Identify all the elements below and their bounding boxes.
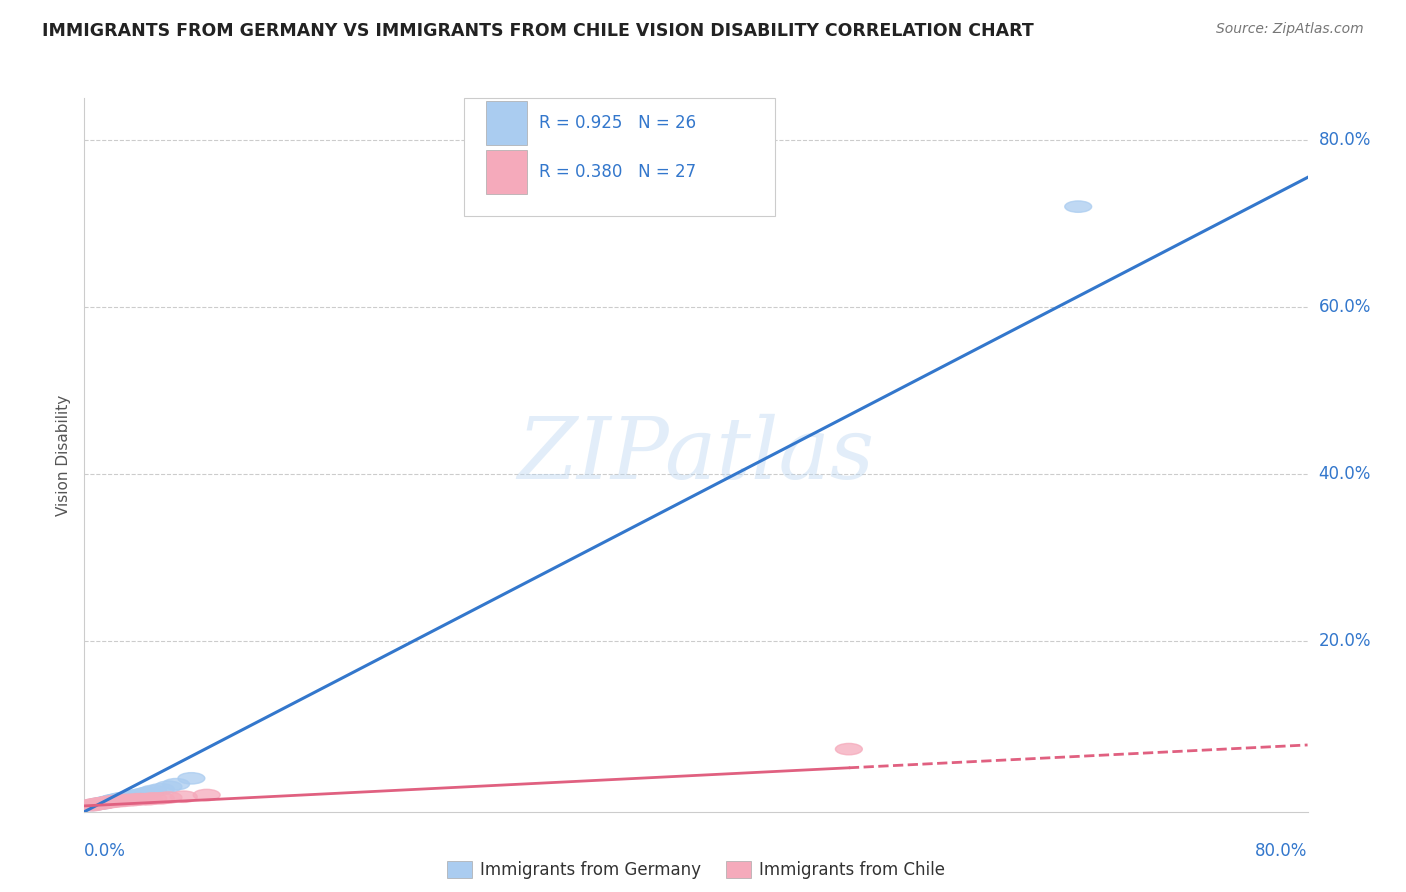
Text: 40.0%: 40.0% bbox=[1319, 465, 1371, 483]
FancyBboxPatch shape bbox=[485, 150, 527, 194]
Ellipse shape bbox=[1064, 201, 1091, 212]
Ellipse shape bbox=[101, 795, 128, 805]
Ellipse shape bbox=[124, 794, 152, 805]
Ellipse shape bbox=[100, 795, 127, 805]
Text: 60.0%: 60.0% bbox=[1319, 298, 1371, 316]
Ellipse shape bbox=[155, 781, 181, 792]
Text: ZIPatlas: ZIPatlas bbox=[517, 414, 875, 496]
Ellipse shape bbox=[129, 794, 156, 805]
Ellipse shape bbox=[132, 788, 159, 799]
Text: R = 0.380   N = 27: R = 0.380 N = 27 bbox=[540, 162, 696, 181]
Ellipse shape bbox=[163, 779, 190, 790]
Ellipse shape bbox=[148, 793, 174, 804]
Ellipse shape bbox=[98, 796, 125, 807]
Ellipse shape bbox=[94, 796, 121, 807]
Ellipse shape bbox=[120, 790, 146, 802]
Ellipse shape bbox=[135, 787, 162, 798]
Ellipse shape bbox=[105, 795, 134, 806]
Ellipse shape bbox=[104, 794, 131, 805]
Ellipse shape bbox=[77, 799, 104, 811]
Ellipse shape bbox=[117, 795, 143, 805]
Ellipse shape bbox=[129, 789, 156, 800]
Ellipse shape bbox=[98, 795, 125, 806]
Ellipse shape bbox=[110, 795, 136, 806]
Ellipse shape bbox=[100, 796, 127, 807]
Ellipse shape bbox=[93, 797, 120, 808]
Text: 80.0%: 80.0% bbox=[1256, 842, 1308, 860]
Ellipse shape bbox=[835, 743, 862, 755]
Ellipse shape bbox=[79, 799, 105, 811]
Ellipse shape bbox=[108, 793, 135, 804]
Legend: Immigrants from Germany, Immigrants from Chile: Immigrants from Germany, Immigrants from… bbox=[440, 854, 952, 886]
Text: Source: ZipAtlas.com: Source: ZipAtlas.com bbox=[1216, 22, 1364, 37]
Ellipse shape bbox=[86, 797, 112, 809]
Ellipse shape bbox=[86, 797, 112, 809]
FancyBboxPatch shape bbox=[464, 98, 776, 216]
Ellipse shape bbox=[91, 797, 118, 808]
Ellipse shape bbox=[112, 792, 139, 803]
Text: IMMIGRANTS FROM GERMANY VS IMMIGRANTS FROM CHILE VISION DISABILITY CORRELATION C: IMMIGRANTS FROM GERMANY VS IMMIGRANTS FR… bbox=[42, 22, 1033, 40]
Ellipse shape bbox=[148, 783, 174, 795]
Ellipse shape bbox=[94, 797, 121, 808]
Ellipse shape bbox=[117, 791, 143, 803]
Text: 0.0%: 0.0% bbox=[84, 842, 127, 860]
Ellipse shape bbox=[83, 798, 110, 810]
Text: 20.0%: 20.0% bbox=[1319, 632, 1371, 649]
Ellipse shape bbox=[170, 791, 197, 803]
Ellipse shape bbox=[139, 793, 167, 804]
Ellipse shape bbox=[139, 785, 167, 797]
Ellipse shape bbox=[89, 797, 117, 809]
Ellipse shape bbox=[124, 789, 152, 801]
Ellipse shape bbox=[120, 795, 146, 805]
Text: R = 0.925   N = 26: R = 0.925 N = 26 bbox=[540, 114, 696, 132]
Ellipse shape bbox=[103, 795, 129, 806]
Ellipse shape bbox=[89, 797, 117, 809]
FancyBboxPatch shape bbox=[485, 101, 527, 145]
Ellipse shape bbox=[82, 798, 108, 810]
Ellipse shape bbox=[155, 792, 181, 803]
Ellipse shape bbox=[83, 798, 110, 810]
Ellipse shape bbox=[96, 796, 122, 807]
Ellipse shape bbox=[193, 789, 221, 801]
Ellipse shape bbox=[96, 796, 122, 807]
Y-axis label: Vision Disability: Vision Disability bbox=[56, 394, 72, 516]
Ellipse shape bbox=[80, 799, 107, 811]
Ellipse shape bbox=[110, 793, 136, 804]
Ellipse shape bbox=[179, 772, 205, 784]
Ellipse shape bbox=[135, 794, 162, 805]
Ellipse shape bbox=[87, 797, 115, 809]
Ellipse shape bbox=[112, 795, 139, 805]
Text: 80.0%: 80.0% bbox=[1319, 131, 1371, 149]
